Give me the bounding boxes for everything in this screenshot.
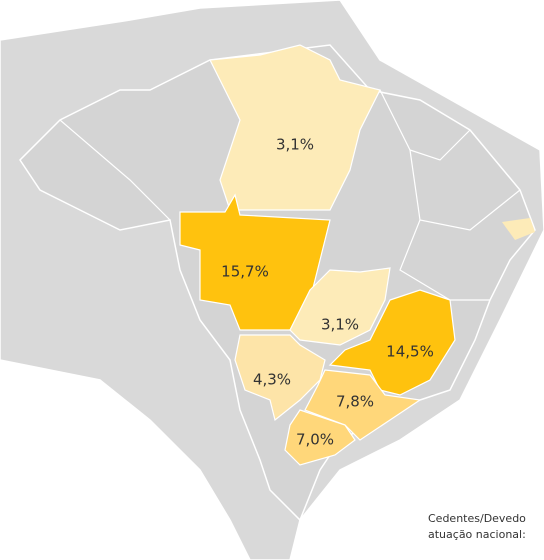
region <box>234 334 326 422</box>
region-label: 15,7% <box>221 263 269 281</box>
region <box>304 369 422 441</box>
region-small <box>502 218 535 240</box>
note-line: Cedentes/Devedo <box>428 512 526 525</box>
region-label: 7,0% <box>296 431 334 449</box>
region-label: 3,1% <box>276 136 314 154</box>
region <box>209 44 381 211</box>
region-label: 14,5% <box>386 343 434 361</box>
note-line: atuação nacional: <box>428 528 526 541</box>
region-label: 3,1% <box>321 316 359 334</box>
region-label: 4,3% <box>253 371 291 389</box>
region <box>284 409 356 466</box>
region <box>289 267 391 346</box>
state-borders <box>59 89 521 301</box>
region-label: 7,8% <box>336 393 374 411</box>
